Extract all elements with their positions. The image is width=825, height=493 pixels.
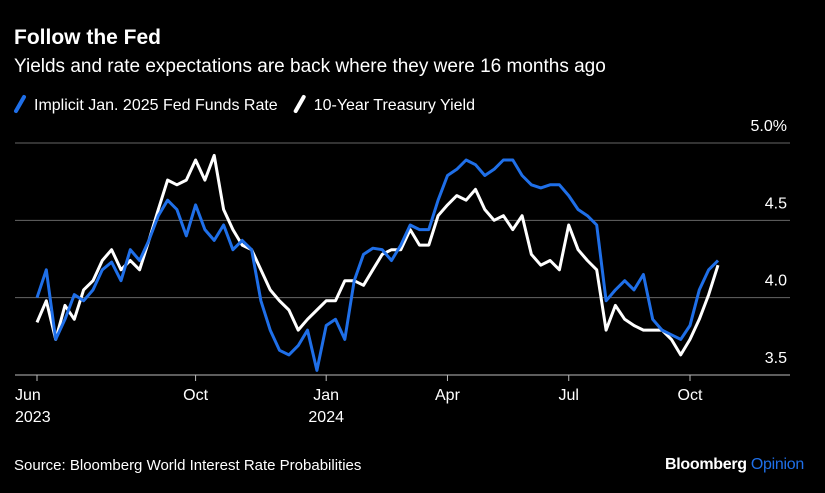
logo-accent: Opinion: [750, 456, 804, 473]
x-tick-label: Oct: [677, 387, 703, 404]
x-tick-label: Apr: [435, 387, 460, 404]
x-tick-label: Jul: [558, 387, 579, 404]
legend-swatch: [14, 95, 26, 113]
y-tick-label: 4.0: [765, 273, 787, 290]
x-tick-label: Jan 2024: [308, 387, 344, 426]
logo: Bloomberg Opinion: [665, 456, 804, 474]
y-tick-label: 3.5: [765, 350, 787, 367]
subtitle: Yields and rate expectations are back wh…: [14, 56, 606, 77]
y-tick-label: 4.5: [765, 195, 787, 212]
series-line: [35, 153, 720, 357]
x-tick-label: Oct: [183, 387, 209, 404]
legend-label: Implicit Jan. 2025 Fed Funds Rate: [34, 97, 278, 114]
logo-text: Bloomberg: [665, 456, 747, 473]
chart-title: Follow the Fed: [14, 26, 161, 49]
legend-label: 10-Year Treasury Yield: [314, 97, 475, 114]
source: Source: Bloomberg World Interest Rate Pr…: [14, 457, 362, 474]
y-tick-label: 5.0%: [751, 118, 787, 135]
legend-swatch: [293, 95, 306, 113]
series-line: [35, 158, 720, 372]
x-tick-label: Jun 2023: [15, 387, 51, 426]
